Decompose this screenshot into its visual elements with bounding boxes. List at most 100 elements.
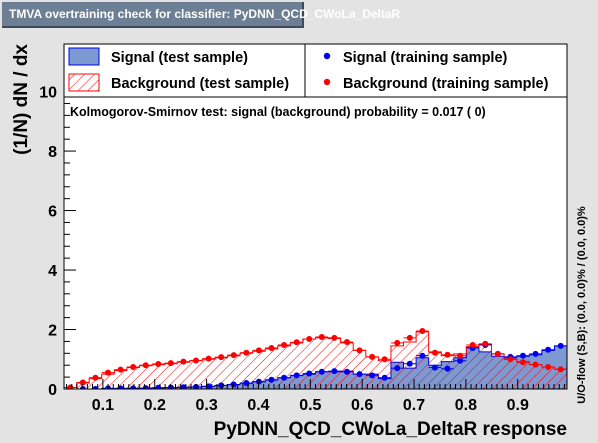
signal-train-point <box>557 342 564 349</box>
background-train-point <box>180 358 187 365</box>
y-tick-label: 4 <box>48 263 57 280</box>
background-train-point <box>117 366 124 373</box>
signal-train-point <box>394 365 401 372</box>
legend-label-background-train: Background (training sample) <box>343 76 549 92</box>
background-train-point <box>218 354 225 361</box>
background-train-point <box>318 333 325 340</box>
signal-train-point <box>180 384 187 389</box>
signal-train-point <box>293 372 300 379</box>
legend-box-right <box>304 43 568 98</box>
legend-box-left <box>63 43 306 98</box>
background-train-point <box>482 340 489 347</box>
background-train-point <box>494 350 501 357</box>
x-tick-label: 0.6 <box>351 397 373 414</box>
ks-test-text: Kolmogorov-Smirnov test: signal (backgro… <box>70 105 486 119</box>
signal-train-point <box>218 382 225 389</box>
x-tick-label: 0.1 <box>92 397 114 414</box>
signal-train-point <box>532 350 539 357</box>
signal-train-point <box>281 374 288 381</box>
legend-label-background-test: Background (test sample) <box>111 76 289 92</box>
background-train-point <box>67 384 74 389</box>
marker-layer <box>64 328 567 389</box>
background-train-point <box>142 362 149 369</box>
signal-train-point <box>444 365 451 372</box>
background-train-point <box>469 341 476 348</box>
signal-train-point <box>230 381 237 388</box>
y-tick-label: 2 <box>48 323 57 340</box>
y-axis-title: (1/N) dN / dx <box>11 44 32 155</box>
y-tick-label: 0 <box>48 382 57 399</box>
background-train-point <box>419 328 426 335</box>
signal-train-point <box>431 364 438 371</box>
signal-train-point <box>268 376 275 383</box>
signal-train-point <box>205 383 212 389</box>
background-train-point <box>79 379 86 386</box>
background-train-point <box>281 341 288 348</box>
background-train-point <box>406 334 413 341</box>
signal-train-point <box>92 386 99 389</box>
signal-train-point <box>117 385 124 389</box>
signal-train-point <box>356 371 363 378</box>
signal-train-point <box>167 384 174 389</box>
x-tick-label: 0.5 <box>299 397 321 414</box>
x-axis-title: PyDNN_QCD_CWoLa_DeltaR response <box>214 419 567 440</box>
legend-swatch-background-test <box>68 73 100 92</box>
signal-train-point <box>545 346 552 353</box>
axis-layer: 0.1 0.2 0.3 0.4 0.5 0.6 0.7 0.8 0.9 0 2 4 6 8 10 <box>39 55 565 414</box>
signal-train-point <box>457 357 464 364</box>
signal-train-point <box>306 370 313 377</box>
background-train-point <box>230 352 237 359</box>
background-train-point <box>155 361 162 368</box>
signal-train-point <box>381 374 388 381</box>
signal-train-point <box>79 386 86 389</box>
background-train-point <box>105 369 112 376</box>
background-train-point <box>268 344 275 351</box>
background-train-point <box>167 360 174 367</box>
legend-marker-background-train <box>323 78 331 86</box>
y-tick-label: 8 <box>48 144 57 161</box>
background-train-point <box>356 347 363 354</box>
background-train-point <box>457 352 464 359</box>
x-tick-label: 0.2 <box>144 397 166 414</box>
background-train-point <box>507 356 514 363</box>
background-train-point <box>193 357 200 364</box>
legend-marker-signal-train <box>323 52 331 60</box>
signal-train-point <box>369 372 376 379</box>
legend-swatch-signal-test <box>68 47 100 66</box>
signal-train-point <box>406 360 413 367</box>
background-train-point <box>381 356 388 363</box>
background-train-point <box>519 359 526 366</box>
background-train-point <box>532 361 539 368</box>
plot-frame <box>64 44 567 389</box>
legend-label-signal-test: Signal (test sample) <box>111 50 248 66</box>
background-train-point <box>293 339 300 346</box>
signal-train-point <box>343 368 350 375</box>
overflow-info-text: U/O-flow (S,B): (0.0, 0.0)% / (0.0, 0.0)… <box>576 206 588 404</box>
background-train-point <box>331 334 338 341</box>
background-train-point <box>343 339 350 346</box>
y-tick-label: 6 <box>48 204 57 221</box>
background-train-point <box>369 353 376 360</box>
signal-train-point <box>142 385 149 389</box>
background-train-point <box>92 374 99 381</box>
background-train-point <box>306 336 313 343</box>
x-tick-label: 0.8 <box>455 397 477 414</box>
background-train-point <box>545 363 552 370</box>
background-train-point <box>243 349 250 356</box>
y-tick-label: 10 <box>39 85 57 102</box>
signal-train-point <box>419 352 426 359</box>
background-train-point <box>130 363 137 370</box>
signal-train-point <box>318 368 325 375</box>
x-tick-label: 0.4 <box>247 397 269 414</box>
signal-train-point <box>331 368 338 375</box>
background-train-point <box>431 349 438 356</box>
x-tick-label: 0.7 <box>403 397 425 414</box>
legend-label-signal-train: Signal (training sample) <box>343 50 508 66</box>
signal-train-point <box>519 352 526 359</box>
background-train-point <box>557 366 564 373</box>
x-tick-label: 0.3 <box>195 397 217 414</box>
window-title: TMVA overtraining check for classifier: … <box>2 2 400 28</box>
background-train-point <box>444 351 451 358</box>
x-tick-label: 0.9 <box>507 397 529 414</box>
